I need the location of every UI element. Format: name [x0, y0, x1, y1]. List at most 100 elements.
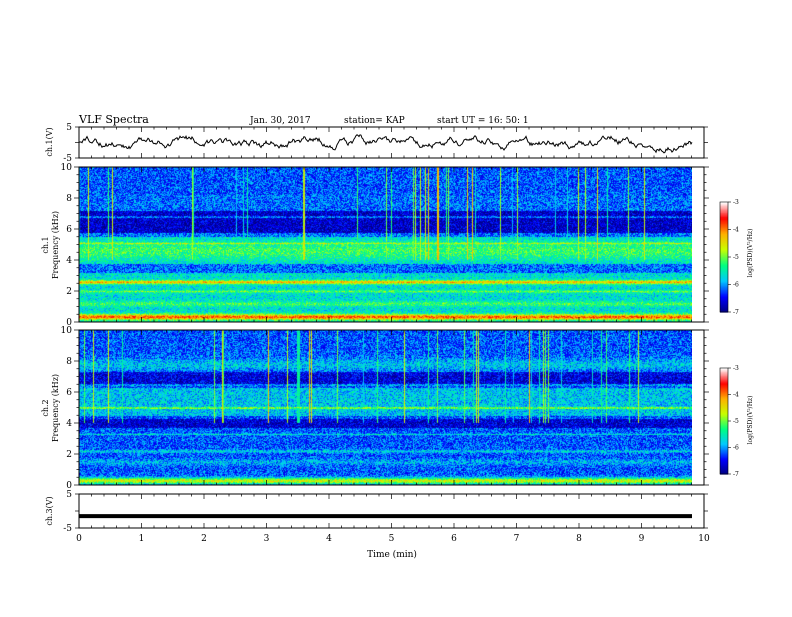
colorbar-swatch [720, 259, 728, 262]
y-tick-label: 10 [61, 163, 73, 173]
y-tick-label: 0 [66, 318, 72, 328]
ch2-colorbar: -3 -4 -5 -6 -7 [719, 365, 739, 478]
colorbar-swatch [720, 301, 728, 303]
ch2-spectrogram-ylabel-channel: ch.2 [41, 399, 50, 416]
colorbar-swatch [720, 443, 728, 446]
colorbar-swatch [720, 302, 728, 305]
colorbar-swatch [720, 442, 728, 445]
colorbar-swatch [720, 230, 728, 233]
colorbar-swatch [720, 243, 728, 246]
colorbar-swatch [720, 462, 728, 464]
colorbar-swatch [720, 285, 728, 288]
colorbar-swatch [720, 386, 728, 389]
colorbar-swatch [720, 402, 728, 405]
colorbar-swatch [720, 423, 728, 426]
colorbar-swatch [720, 310, 728, 313]
colorbar-swatch [720, 424, 728, 427]
colorbar-swatch [720, 439, 728, 442]
colorbar-swatch [720, 233, 728, 236]
colorbar-swatch [720, 374, 728, 377]
colorbar-swatch [720, 307, 728, 310]
colorbar-swatch [720, 309, 728, 312]
colorbar-swatch [720, 202, 728, 204]
colorbar-swatch [720, 252, 728, 255]
colorbar-swatch [720, 208, 728, 211]
colorbar-swatch [720, 454, 728, 457]
colorbar-swatch [720, 393, 728, 396]
x-tick-label: 9 [639, 534, 645, 544]
colorbar-swatch [720, 207, 728, 210]
colorbar-swatch [720, 428, 728, 431]
figure-date: Jan. 30, 2017 [249, 116, 311, 126]
colorbar-swatch [720, 413, 728, 415]
colorbar-swatch [720, 213, 728, 215]
colorbar-swatch [720, 381, 728, 384]
colorbar-tick-label: -5 [733, 254, 739, 261]
colorbar-swatch [720, 265, 728, 268]
x-tick-label: 8 [576, 534, 582, 544]
y-tick-label: 4 [66, 256, 72, 266]
colorbar-swatch [720, 391, 728, 394]
colorbar-swatch [720, 229, 728, 232]
colorbar-swatch [720, 458, 728, 461]
colorbar-swatch [720, 435, 728, 438]
y-tick-label: 8 [66, 357, 72, 367]
colorbar-swatch [720, 395, 728, 398]
figure-title: VLF Spectra [78, 113, 149, 126]
colorbar-swatch [720, 257, 728, 259]
colorbar-swatch [720, 211, 728, 214]
colorbar-swatch [720, 239, 728, 242]
colorbar-swatch [720, 236, 728, 239]
colorbar-swatch [720, 387, 728, 390]
colorbar-swatch [720, 410, 728, 413]
colorbar-swatch [720, 419, 728, 422]
x-axis-label: Time (min) [367, 549, 417, 560]
ch3-waveform-frame [78, 493, 705, 529]
colorbar-swatch [720, 277, 728, 280]
colorbar-swatch [720, 417, 728, 419]
ch1-spectrogram-image [79, 167, 692, 322]
colorbar-swatch [720, 401, 728, 404]
colorbar-swatch [720, 224, 728, 226]
colorbar-tick-label: -7 [733, 471, 739, 478]
y-tick-label: 6 [66, 225, 72, 235]
colorbar-swatch [720, 379, 728, 382]
colorbar-swatch [720, 294, 728, 297]
colorbar-swatch [720, 398, 728, 401]
x-tick-label: 0 [76, 534, 82, 544]
colorbar-swatch [720, 418, 728, 421]
colorbar-swatch [720, 299, 728, 302]
ch1-spectrogram-heatmap [79, 167, 692, 322]
colorbar-swatch [720, 214, 728, 217]
colorbar-swatch [720, 274, 728, 277]
colorbar-swatch [720, 280, 728, 283]
colorbar-swatch [720, 270, 728, 273]
colorbar-swatch [720, 273, 728, 276]
colorbar-swatch [720, 203, 728, 206]
x-tick-label: 4 [326, 534, 332, 544]
x-tick-label: 5 [389, 534, 395, 544]
colorbar-swatch [720, 436, 728, 439]
colorbar-swatch [720, 399, 728, 402]
colorbar-swatch [720, 385, 728, 388]
colorbar-swatch [720, 455, 728, 458]
colorbar-swatch [720, 377, 728, 380]
colorbar-swatch [720, 459, 728, 462]
colorbar-swatch [720, 248, 728, 251]
colorbar-swatch [720, 397, 728, 400]
colorbar-swatch [720, 269, 728, 272]
colorbar-swatch [720, 235, 728, 237]
colorbar-swatch [720, 266, 728, 269]
colorbar-swatch [720, 305, 728, 308]
y-tick-label: 8 [66, 194, 72, 204]
colorbar-swatch [720, 281, 728, 284]
colorbar-swatch [720, 440, 728, 443]
colorbar-swatch [720, 430, 728, 433]
colorbar-swatch [720, 292, 728, 295]
colorbar-swatch [720, 446, 728, 449]
ch3-waveform-ylabel: ch.3(V) [45, 496, 54, 525]
x-tick-label: 7 [514, 534, 520, 544]
colorbar-swatch [720, 215, 728, 218]
colorbar-swatch [720, 284, 728, 287]
